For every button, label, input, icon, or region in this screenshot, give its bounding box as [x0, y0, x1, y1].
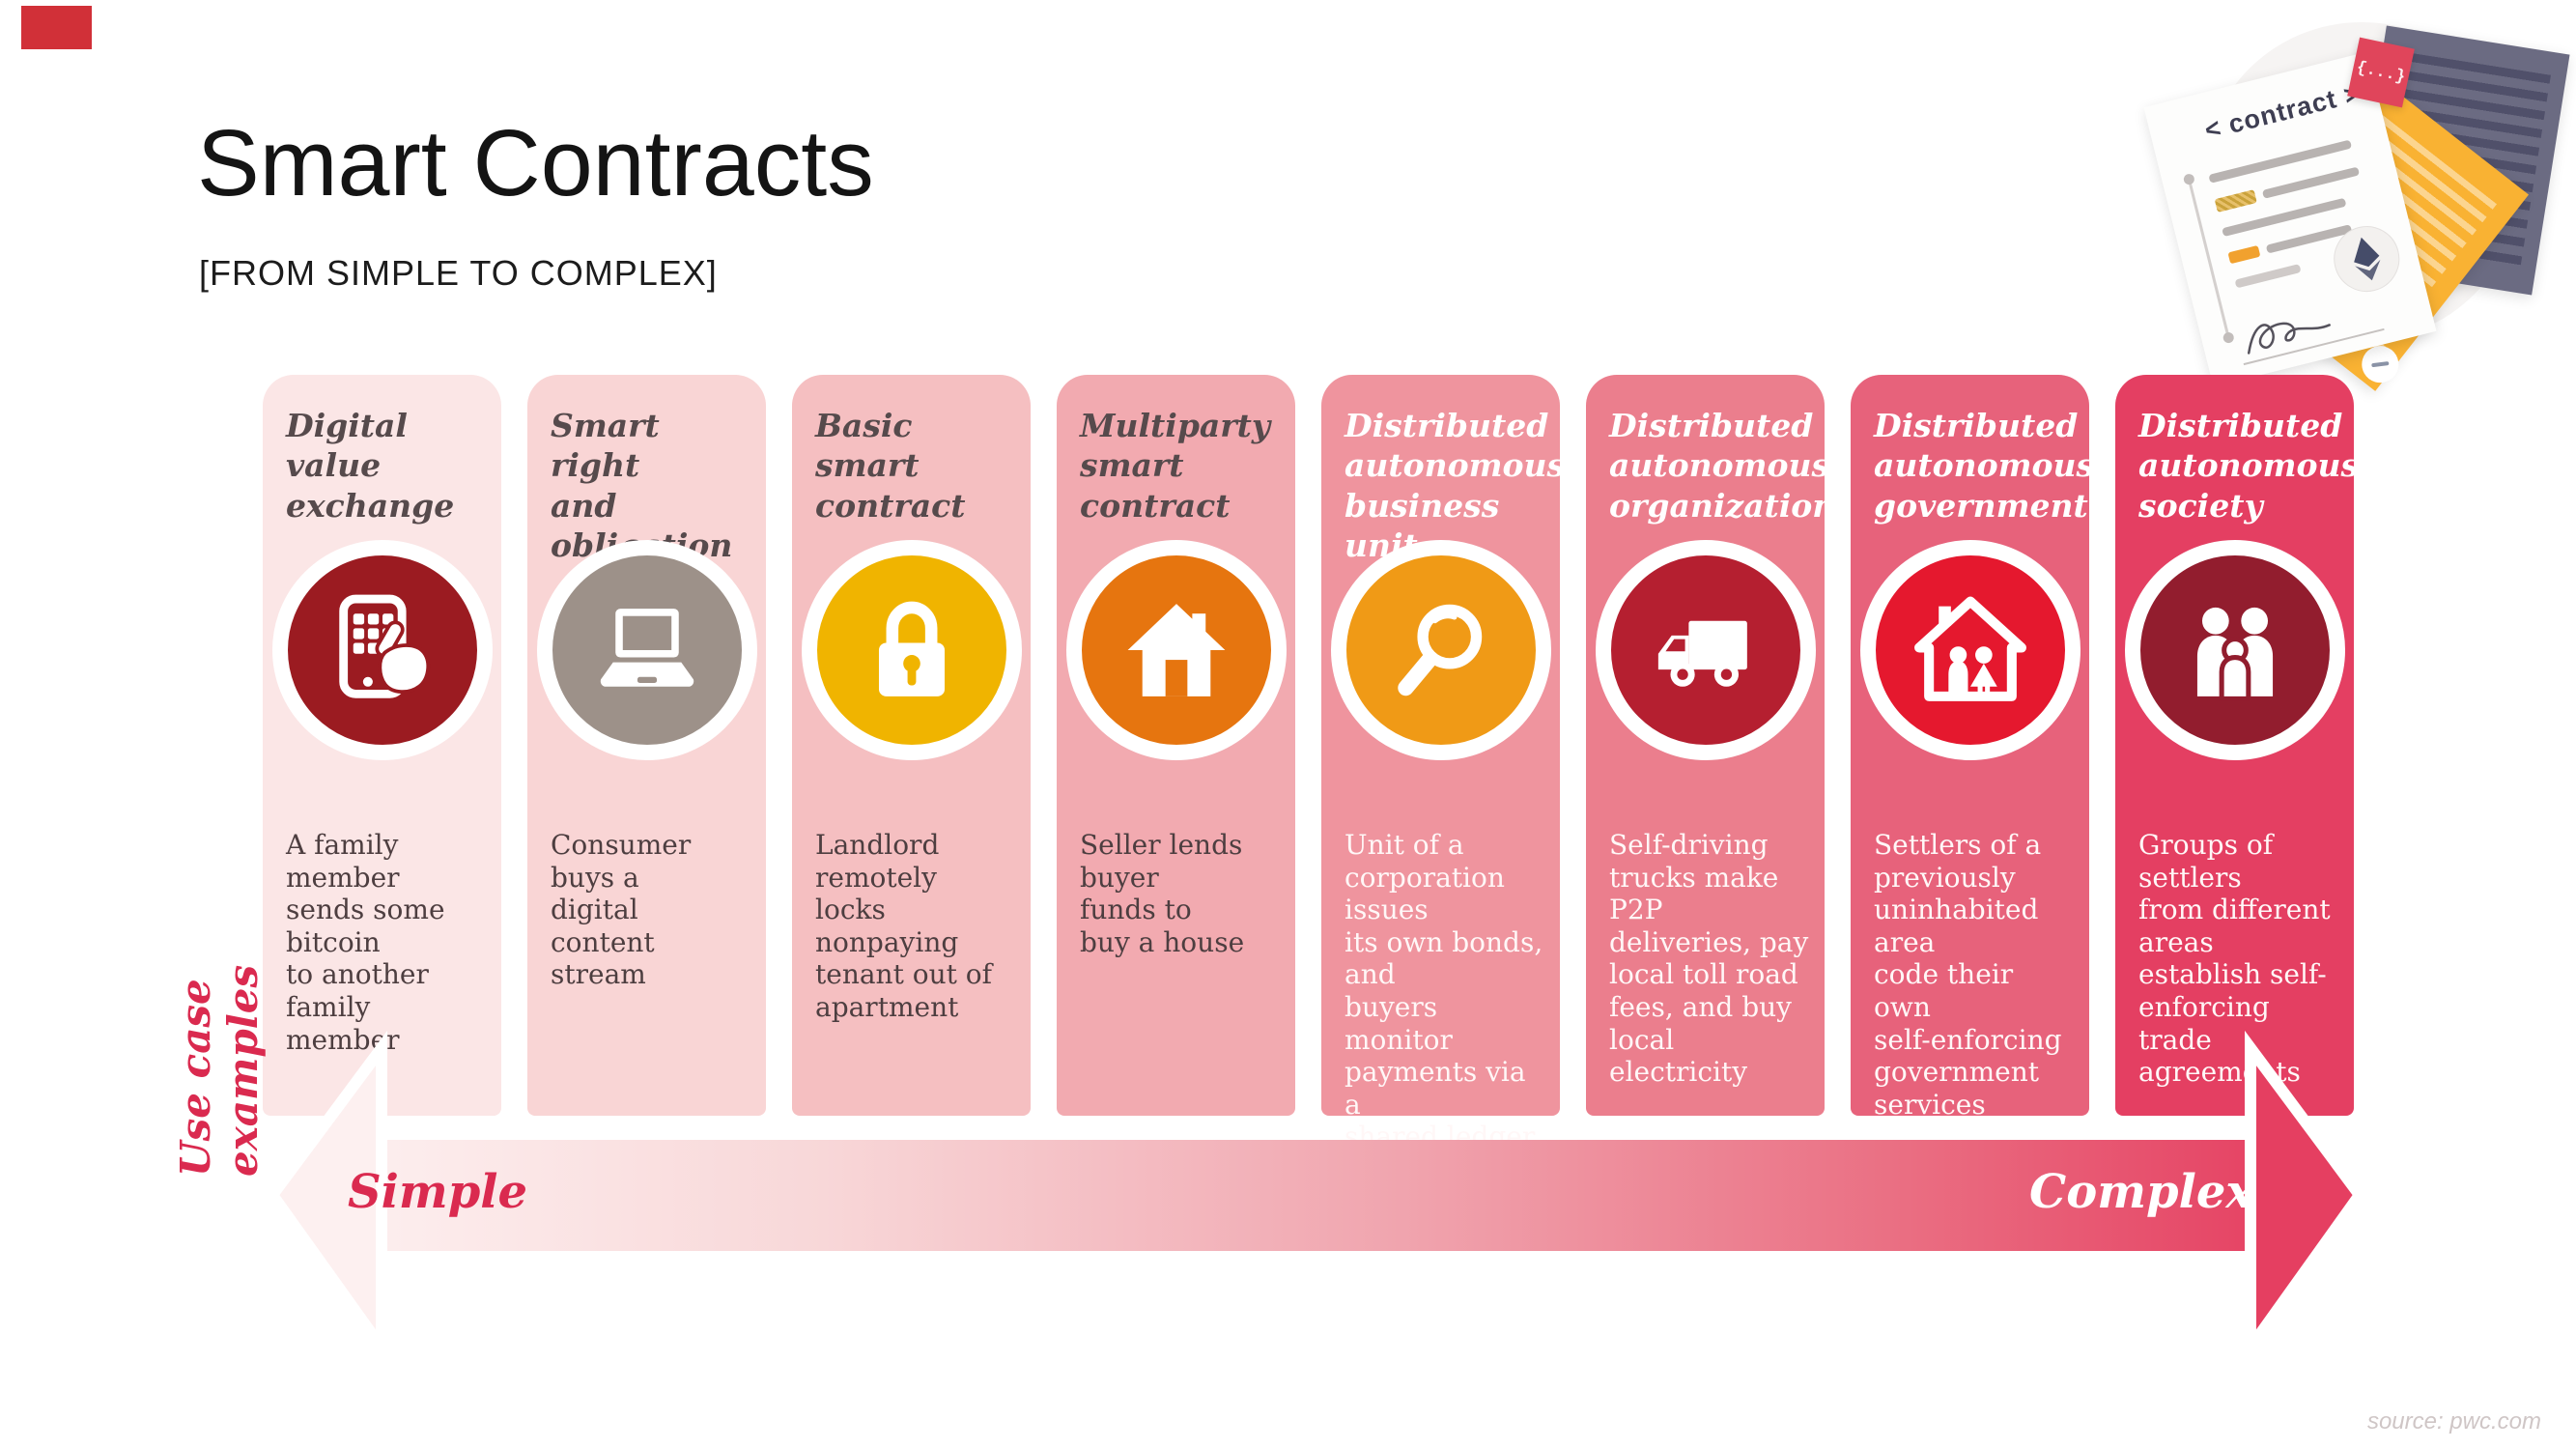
- column-title: Distributed autonomous business unit: [1345, 407, 1566, 564]
- column-title: Smart right and obligation: [551, 407, 732, 564]
- column-description: Self-driving trucks make P2P deliveries,…: [1609, 829, 1809, 1089]
- column-description: Consumer buys a digital content stream: [551, 829, 692, 991]
- laptop-icon: [536, 540, 757, 760]
- column-title: Distributed autonomous organization: [1609, 407, 1836, 525]
- use-case-examples-label: Use case examples: [172, 964, 267, 1177]
- house-people-icon: [1859, 540, 2081, 760]
- column-distributed-autonomous-business-unit: Distributed autonomous business unit Uni…: [1321, 375, 1566, 1152]
- orange-chip: [2227, 244, 2261, 265]
- column-title: Distributed autonomous government: [1874, 407, 2095, 525]
- contract-illustration: < contract >: [2143, 8, 2570, 391]
- column-smart-right-obligation: Smart right and obligation Consumer buys…: [527, 375, 766, 1116]
- column-description: A family member sends some bitcoin to an…: [286, 829, 445, 1056]
- page-subtitle: [FROM SIMPLE TO COMPLEX]: [199, 253, 718, 293]
- column-title: Multiparty smart contract: [1080, 407, 1271, 525]
- ethereum-icon: [2327, 218, 2407, 299]
- column-multiparty-smart-contract: Multiparty smart contract Seller lends b…: [1057, 375, 1295, 1116]
- column-title: Distributed autonomous society: [2138, 407, 2360, 525]
- source-credit: source: pwc.com: [2366, 1408, 2541, 1435]
- magnifier-icon: [1330, 540, 1551, 760]
- simple-label: Simple: [348, 1165, 528, 1219]
- simple-to-complex-arrow: [265, 1030, 2367, 1366]
- column-basic-smart-contract: Basic smart contract Landlord remotely l…: [792, 375, 1031, 1116]
- column-description: Seller lends buyer funds to buy a house: [1080, 829, 1245, 958]
- page-title: Smart Contracts: [197, 110, 874, 215]
- delivery-truck-icon: [1595, 540, 1816, 760]
- highlight-chip: [2214, 189, 2257, 213]
- accent-rectangle: [21, 6, 92, 49]
- signature: [2233, 288, 2385, 366]
- complex-label: Complex: [2029, 1165, 2253, 1219]
- use-case-columns: Digital value exchange A fami: [263, 375, 2360, 1152]
- column-title: Basic smart contract: [815, 407, 966, 525]
- family-icon: [2124, 540, 2345, 760]
- column-distributed-autonomous-organization: Distributed autonomous organization Self…: [1586, 375, 1836, 1116]
- column-title: Digital value exchange: [286, 407, 455, 525]
- column-description: Settlers of a previously uninhabited are…: [1874, 829, 2062, 1121]
- column-description: Landlord remotely locks nonpaying tenant…: [815, 829, 992, 1023]
- column-description: Groups of settlers from different areas …: [2138, 829, 2331, 1089]
- contract-document: < contract >: [2143, 51, 2437, 387]
- house-icon: [1065, 540, 1287, 760]
- column-distributed-autonomous-society: Distributed autonomous society Groups of…: [2115, 375, 2360, 1116]
- padlock-icon: [801, 540, 1022, 760]
- column-distributed-autonomous-government: Distributed autonomous government Settle…: [1851, 375, 2095, 1121]
- smartphone-tap-icon: [271, 540, 493, 760]
- column-digital-value-exchange: Digital value exchange A fami: [263, 375, 501, 1116]
